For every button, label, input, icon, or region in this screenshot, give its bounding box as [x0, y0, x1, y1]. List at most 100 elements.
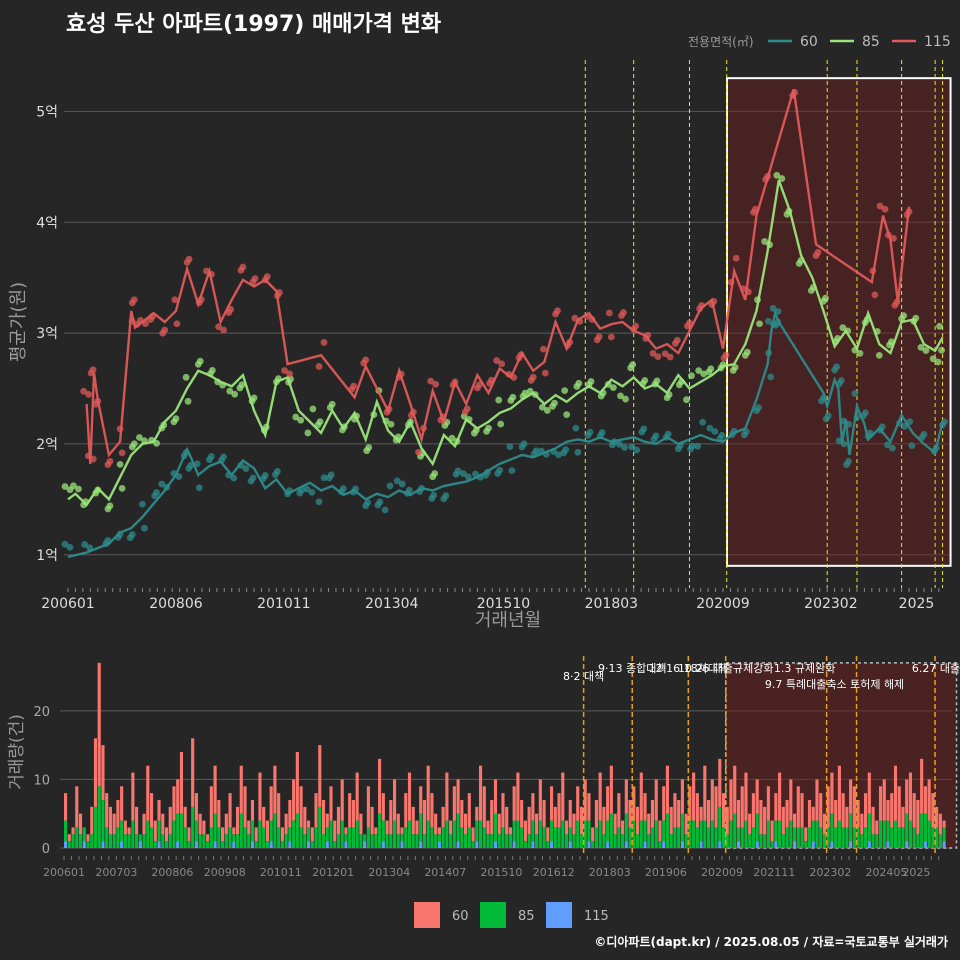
bar-115	[923, 841, 927, 848]
bar-85	[108, 834, 112, 848]
bar-60	[579, 806, 584, 835]
y-tick-label: 4억	[36, 215, 58, 231]
bar-60	[897, 786, 901, 828]
bar-60	[101, 745, 105, 800]
bar-y-tick-label: 20	[33, 705, 50, 720]
bar-60	[64, 793, 68, 821]
bar-85	[187, 841, 191, 848]
bar-60	[755, 779, 759, 814]
bar-115	[662, 841, 666, 848]
bar-85	[647, 834, 651, 848]
bar-60	[441, 806, 445, 828]
bar-85	[624, 813, 628, 842]
bar-60	[112, 813, 116, 835]
data-point	[750, 209, 757, 216]
bar-60	[837, 765, 841, 821]
bar-85	[78, 834, 83, 848]
data-point	[934, 358, 942, 366]
bar-85	[890, 827, 894, 848]
data-point	[938, 346, 945, 354]
bar-85	[643, 820, 647, 842]
bar-60	[508, 827, 513, 835]
bar-60	[460, 800, 464, 828]
bar-85	[135, 834, 139, 848]
data-point	[461, 408, 469, 416]
data-point	[249, 278, 257, 286]
bar-115	[549, 841, 554, 848]
bar-60	[310, 827, 314, 842]
bar-85	[228, 827, 232, 848]
data-point	[807, 287, 815, 294]
bar-115	[718, 841, 722, 848]
bar-60	[351, 800, 355, 828]
data-point	[494, 470, 502, 477]
bar-85	[549, 820, 554, 842]
bar-85	[841, 827, 845, 848]
data-point	[320, 339, 328, 346]
bar-60	[161, 813, 165, 835]
data-point	[381, 506, 389, 514]
bar-85	[594, 827, 598, 848]
bar-60	[759, 800, 763, 835]
bar-60	[819, 793, 823, 828]
bar-85	[587, 820, 591, 842]
data-point	[543, 407, 551, 414]
bar-85	[269, 820, 273, 842]
data-point	[118, 449, 126, 457]
data-point	[118, 484, 126, 492]
bar-115	[624, 841, 628, 848]
bar-60	[75, 786, 79, 828]
bar-115	[867, 841, 871, 848]
bar-60	[778, 772, 782, 821]
bar-85	[815, 820, 819, 848]
annotation-label: 8·2 대책	[563, 670, 604, 683]
data-point	[272, 471, 279, 478]
bar-85	[460, 827, 464, 848]
data-point	[552, 310, 559, 318]
bar-60	[733, 765, 737, 814]
bar-85	[217, 827, 221, 848]
bar-85	[348, 827, 352, 848]
bar-85	[243, 827, 247, 848]
data-point	[538, 403, 546, 411]
bar-115	[419, 841, 423, 848]
bar-85	[852, 827, 856, 848]
bar-60	[381, 793, 385, 821]
data-point	[541, 369, 549, 377]
x-tick-label: 202009	[696, 596, 749, 612]
data-point	[116, 460, 124, 468]
bar-85	[213, 813, 217, 842]
bar-85	[407, 820, 412, 848]
bar-85	[452, 820, 456, 848]
bar-x-tick-label: 201407	[424, 866, 466, 879]
bar-85	[475, 820, 479, 842]
bar-60	[643, 793, 647, 821]
bar-85	[635, 834, 640, 848]
bar-60	[157, 800, 161, 821]
bar-60	[673, 793, 677, 828]
bar-85	[718, 806, 722, 842]
bar-60	[893, 765, 898, 821]
bar-85	[819, 827, 823, 848]
x-tick-label: 202302	[804, 596, 857, 612]
bar-60	[404, 793, 408, 828]
data-point	[856, 350, 864, 357]
bar-x-tick-label: 201906	[645, 866, 687, 879]
bar-115	[942, 841, 946, 848]
annotation-text: 9·13 종합대책	[598, 662, 666, 675]
bar-60	[153, 820, 157, 842]
bar-85	[733, 813, 737, 848]
bar-60	[493, 779, 498, 814]
data-point	[720, 354, 728, 362]
bar-85	[105, 827, 109, 848]
bar-60	[927, 779, 931, 821]
bar-60	[392, 779, 397, 821]
data-point	[561, 387, 569, 394]
bar-85	[942, 827, 946, 842]
bar-60	[849, 779, 853, 814]
bar-115	[643, 841, 647, 848]
legend-label: 85	[862, 34, 880, 50]
bar-85	[478, 820, 483, 848]
data-point	[740, 431, 748, 439]
